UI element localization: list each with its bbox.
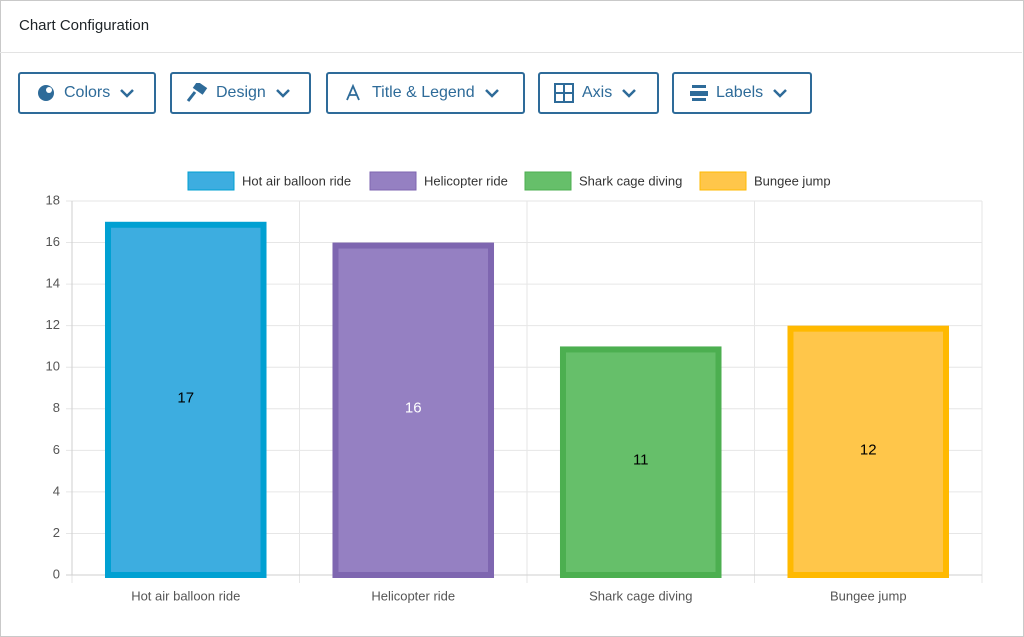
title-legend-button[interactable]: Title & Legend: [326, 72, 525, 114]
data-label: 12: [860, 441, 877, 458]
button-label: Title & Legend: [372, 84, 475, 101]
y-tick-label: 14: [46, 276, 60, 291]
button-label: Colors: [64, 84, 111, 101]
chevron: [120, 89, 135, 98]
data-label: 11: [633, 452, 649, 469]
icon: [186, 83, 208, 102]
bar: [787, 325, 950, 578]
x-tick-label: Helicopter ride: [371, 588, 455, 603]
bar: [332, 242, 495, 579]
data-label: 17: [177, 389, 194, 406]
chevron: [484, 89, 499, 98]
icon: [38, 85, 54, 101]
y-tick-label: 2: [53, 525, 60, 540]
y-tick-label: 18: [46, 192, 60, 207]
legend-label: Shark cage diving: [579, 173, 682, 188]
button-label: Axis: [582, 84, 613, 101]
legend-label: Hot air balloon ride: [242, 173, 351, 188]
bar: [559, 346, 722, 579]
legend-label: Helicopter ride: [424, 173, 508, 188]
icon: [346, 84, 360, 101]
y-tick-label: 4: [53, 483, 60, 498]
header: Chart Configuration: [0, 0, 1022, 53]
x-tick-label: Hot air balloon ride: [131, 588, 240, 603]
button-label: Design: [216, 84, 266, 101]
icon: [554, 83, 574, 103]
y-tick-label: 16: [46, 234, 60, 249]
legend-swatch: [187, 171, 235, 191]
data-label: 16: [405, 400, 422, 417]
y-tick-label: 12: [46, 317, 60, 332]
labels-button[interactable]: Labels: [672, 72, 812, 114]
x-tick-label: Bungee jump: [830, 588, 907, 603]
x-tick-label: Shark cage diving: [589, 588, 692, 603]
colors-button[interactable]: Colors: [18, 72, 156, 114]
chevron: [622, 89, 637, 98]
button-label: Labels: [716, 84, 764, 101]
chevron: [773, 89, 788, 98]
y-tick-label: 6: [53, 442, 60, 457]
icon: [690, 85, 708, 101]
header-title: Chart Configuration: [19, 17, 150, 34]
legend-label: Bungee jump: [754, 173, 831, 188]
legend-swatch: [524, 171, 572, 191]
y-tick-label: 8: [53, 400, 60, 415]
legend-swatch: [699, 171, 747, 191]
axis-button[interactable]: Axis: [538, 72, 659, 114]
legend-swatch: [369, 171, 417, 191]
design-button[interactable]: Design: [170, 72, 311, 114]
chevron: [275, 89, 290, 98]
y-tick-label: 0: [53, 566, 60, 581]
y-tick-label: 10: [46, 359, 60, 374]
bar: [104, 221, 267, 578]
